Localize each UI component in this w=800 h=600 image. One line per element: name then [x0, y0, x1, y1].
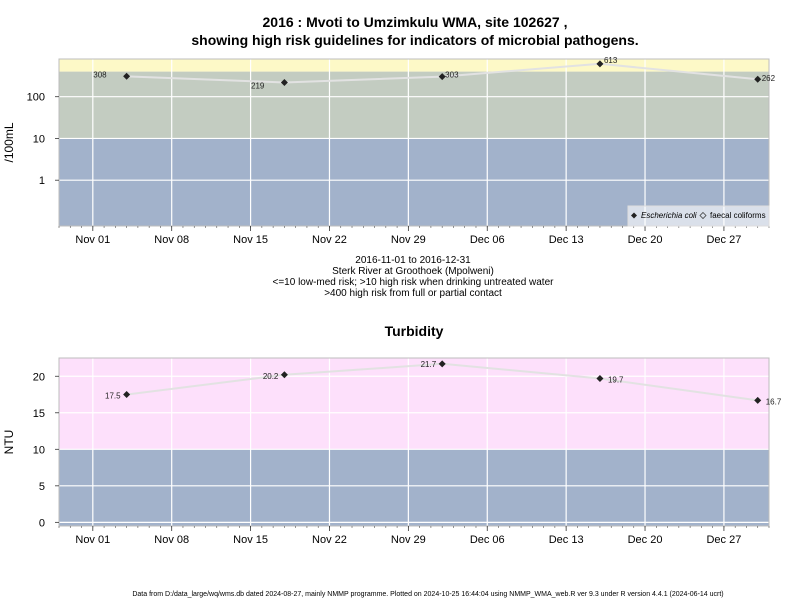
ecoli-y-tick-label: 1 — [39, 175, 45, 187]
turbidity-point — [438, 360, 446, 368]
ecoli-y-axis-label: /100mL — [2, 122, 16, 162]
ecoli-x-tick-label: Nov 15 — [233, 234, 268, 246]
footer-note: Data from D:/data_large/wq/wms.db dated … — [132, 591, 723, 598]
turbidity-title: Turbidity — [385, 323, 444, 339]
turbidity-data-label: 20.2 — [263, 372, 279, 381]
ecoli-data-label: 219 — [251, 81, 265, 90]
legend-fc-label: faecal coliforms — [710, 211, 766, 220]
ecoli-point — [438, 73, 446, 81]
ecoli-x-tick-label: Nov 08 — [154, 234, 189, 246]
ecoli-point — [280, 78, 288, 86]
turbidity-x-tick-label: Dec 13 — [549, 534, 584, 546]
turbidity-x-tick-label: Nov 08 — [154, 534, 189, 546]
turbidity-band-1 — [59, 358, 769, 450]
ecoli-y-tick-label: 100 — [27, 92, 45, 104]
turbidity-x-tick-label: Dec 27 — [706, 534, 741, 546]
main-title-line1: 2016 : Mvoti to Umzimkulu WMA, site 1026… — [263, 14, 568, 30]
ecoli-point — [123, 72, 131, 80]
turbidity-y-tick-label: 15 — [33, 408, 45, 420]
legend-box — [627, 205, 770, 227]
ecoli-x-tick-label: Nov 01 — [75, 234, 110, 246]
turbidity-x-tick-label: Nov 22 — [312, 534, 347, 546]
ecoli-band-1 — [59, 71, 769, 139]
caption-drinking-guideline: <=10 low-med risk; >10 high risk when dr… — [273, 277, 555, 288]
turbidity-band-0 — [59, 449, 769, 526]
ecoli-x-tick-label: Nov 22 — [312, 234, 347, 246]
legend-ecoli-label: Escherichia coli — [641, 211, 697, 220]
main-title-line2: showing high risk guidelines for indicat… — [191, 32, 638, 48]
turbidity-x-tick-label: Nov 29 — [391, 534, 426, 546]
ecoli-band-2 — [59, 59, 769, 72]
turbidity-x-tick-label: Dec 06 — [470, 534, 505, 546]
ecoli-point — [754, 75, 762, 83]
caption-site: Sterk River at Groothoek (Mpolweni) — [332, 266, 494, 277]
caption: 2016-11-01 to 2016-12-31 Sterk River at … — [273, 255, 555, 299]
ecoli-x-tick-label: Nov 29 — [391, 234, 426, 246]
turbidity-y-tick-label: 0 — [39, 517, 45, 529]
legend: Escherichia coli faecal coliforms — [627, 205, 770, 227]
turbidity-x-tick-label: Nov 01 — [75, 534, 110, 546]
caption-contact-guideline: >400 high risk from full or partial cont… — [324, 288, 502, 299]
turbidity-point — [123, 391, 131, 399]
ecoli-x-tick-label: Dec 06 — [470, 234, 505, 246]
ecoli-panel: Nov 01 Nov 08 Nov 15 Nov 22 Nov 29 Dec 06 Dec … — [2, 56, 776, 246]
legend-ecoli-marker — [631, 212, 637, 219]
turbidity-panel: Nov 01 Nov 08 Nov 15 Nov 22 Nov 29 Dec 06 Dec … — [2, 357, 782, 546]
turbidity-y-axis-label: NTU — [2, 430, 16, 455]
turbidity-data-label: 19.7 — [608, 375, 624, 384]
legend-fc-marker — [699, 211, 707, 220]
ecoli-data-label: 303 — [445, 71, 459, 80]
ecoli-y-tick-label: 10 — [33, 133, 45, 145]
turbidity-point — [280, 371, 288, 379]
ecoli-x-tick-label: Dec 27 — [706, 234, 741, 246]
ecoli-data-label: 262 — [762, 74, 776, 83]
turbidity-data-label: 16.7 — [766, 397, 782, 406]
turbidity-point — [596, 374, 604, 382]
ecoli-data-label: 308 — [93, 70, 107, 79]
ecoli-point — [596, 60, 604, 68]
turbidity-data-label: 17.5 — [105, 392, 121, 401]
turbidity-frame — [58, 357, 770, 527]
turbidity-x-tick-label: Dec 20 — [628, 534, 663, 546]
caption-date-range: 2016-11-01 to 2016-12-31 — [355, 255, 471, 266]
turbidity-y-tick-label: 20 — [33, 371, 45, 383]
ecoli-x-tick-label: Dec 13 — [549, 234, 584, 246]
turbidity-data-label: 21.7 — [421, 360, 437, 369]
turbidity-x-tick-label: Nov 15 — [233, 534, 268, 546]
ecoli-data-label: 613 — [604, 56, 618, 65]
turbidity-y-tick-label: 5 — [39, 481, 45, 493]
turbidity-y-tick-label: 10 — [33, 444, 45, 456]
ecoli-x-tick-label: Dec 20 — [628, 234, 663, 246]
turbidity-point — [754, 396, 762, 404]
ecoli-frame — [58, 58, 770, 227]
